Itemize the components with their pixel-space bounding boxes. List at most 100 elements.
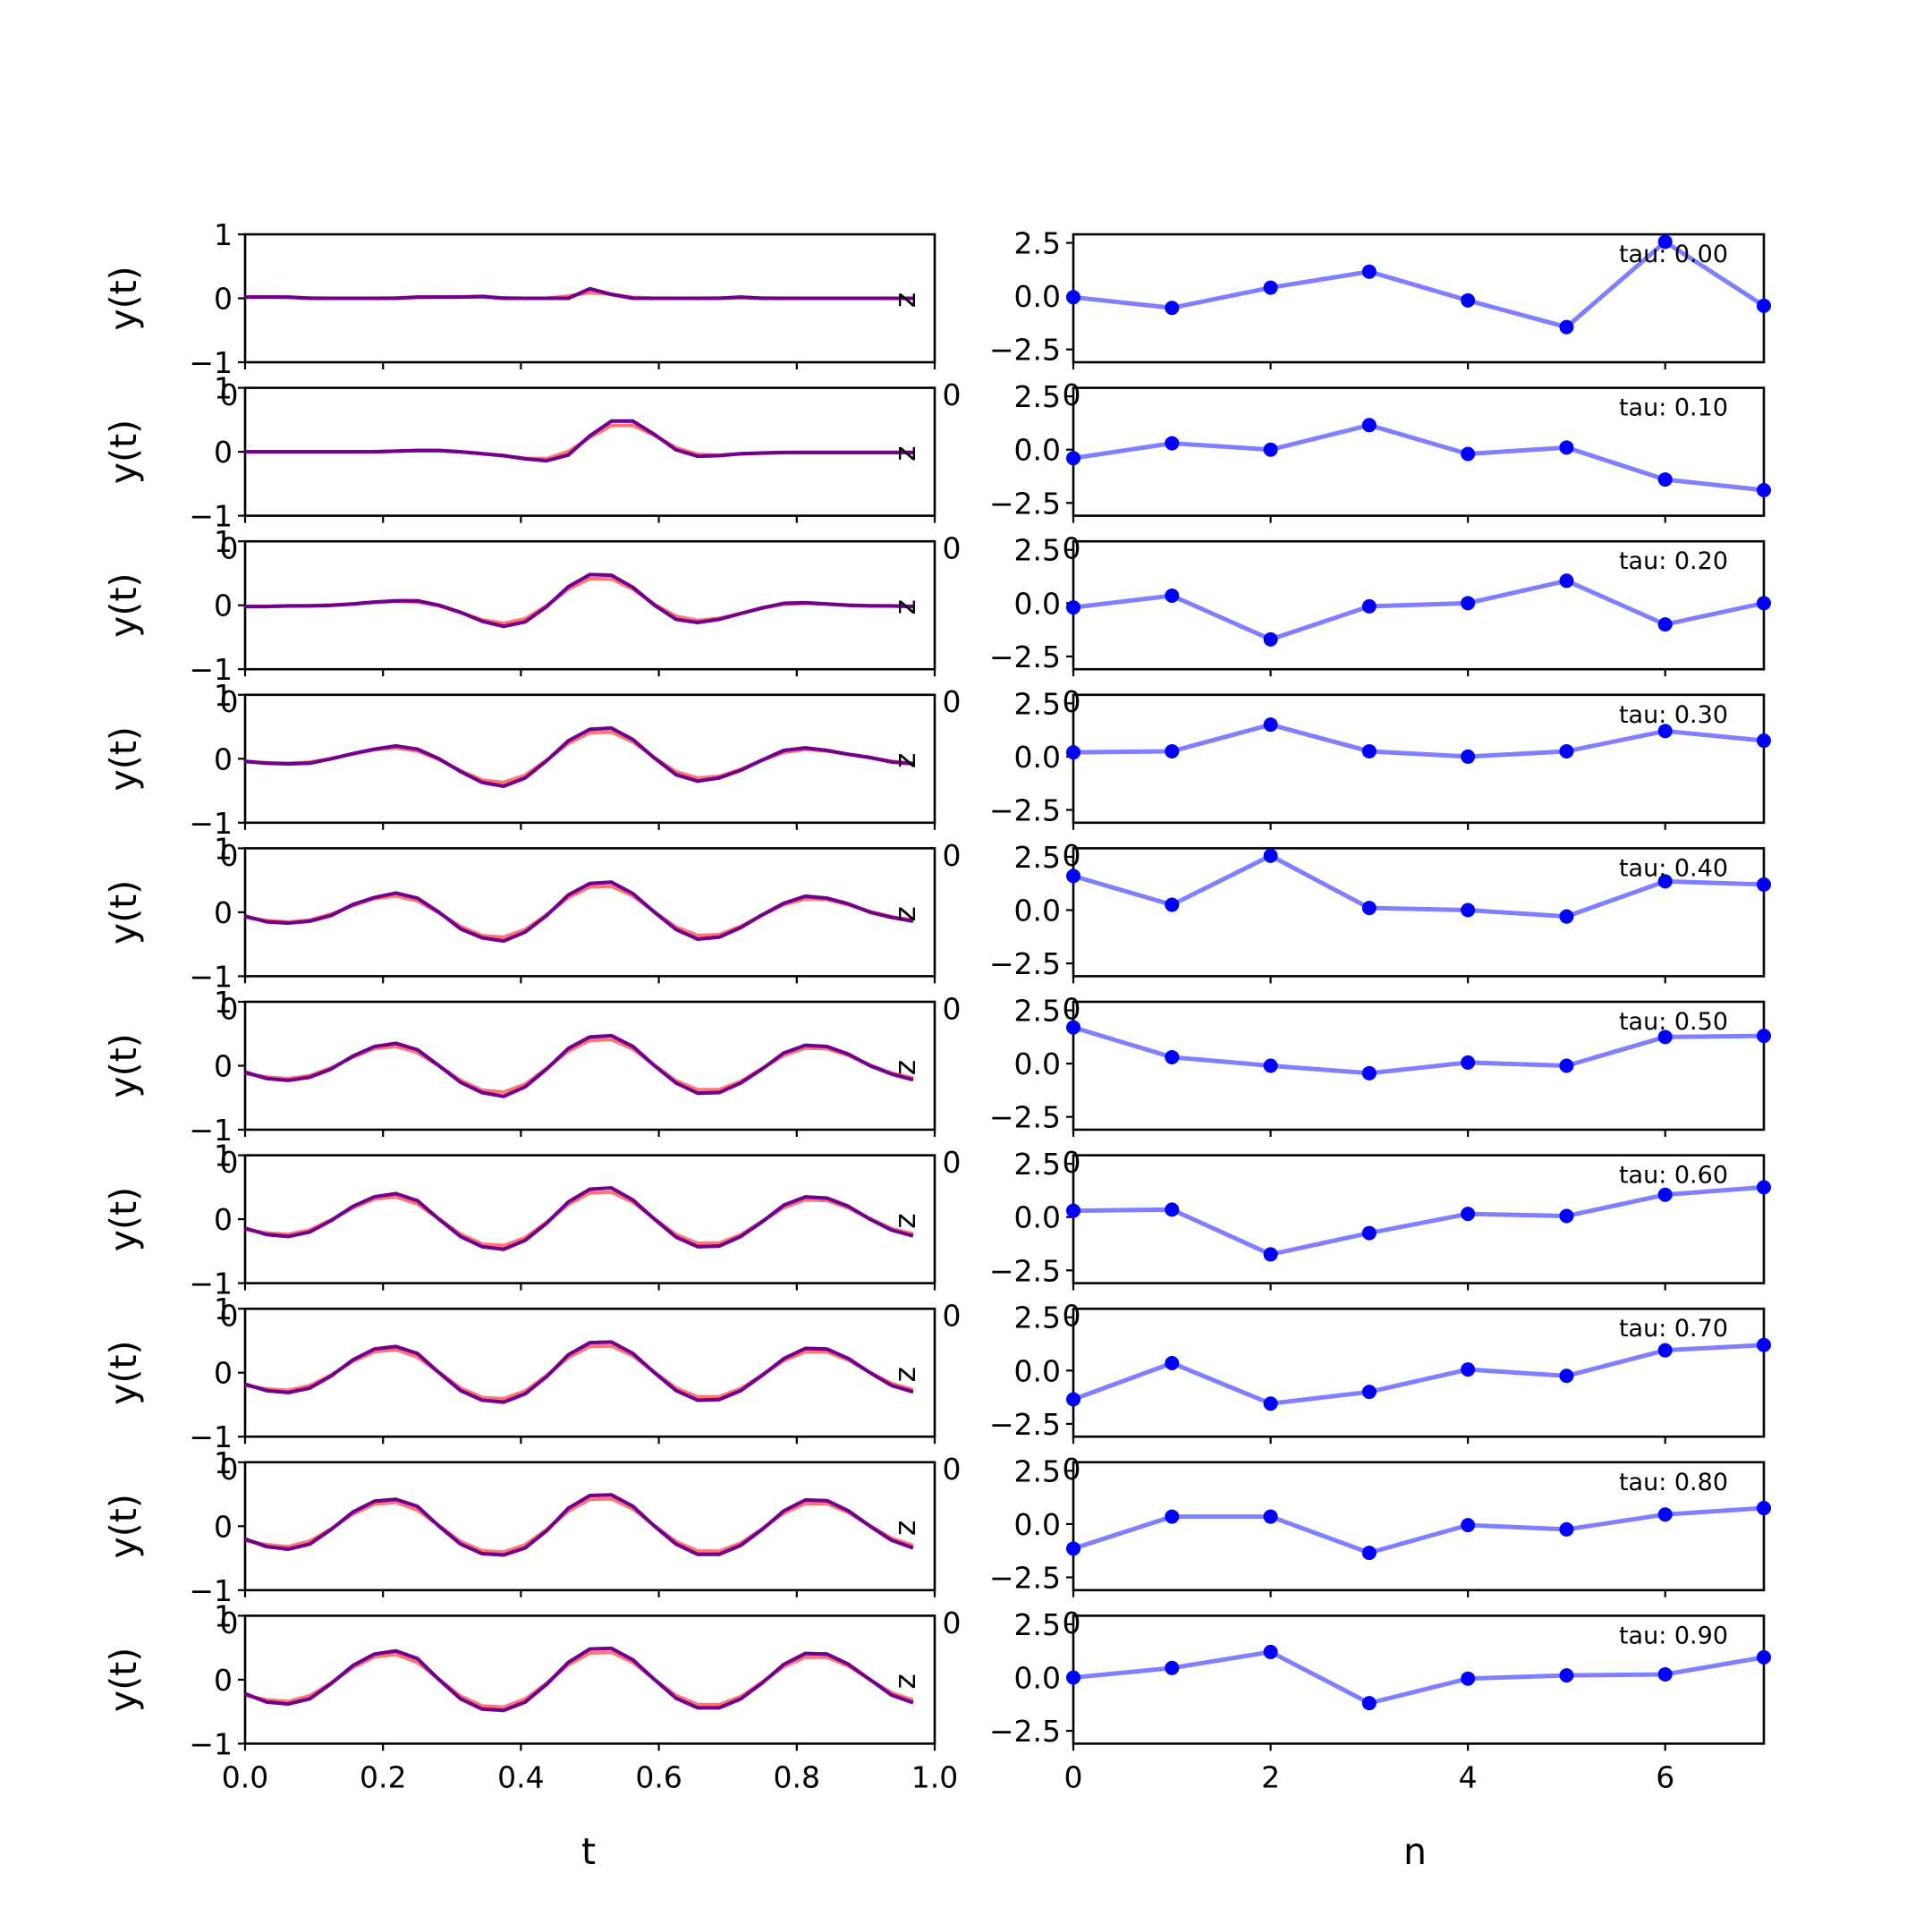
coefficient-point: [1361, 418, 1377, 433]
coefficient-point: [1361, 1696, 1377, 1711]
right-ytick-label: 0.0: [1014, 1507, 1061, 1542]
coefficient-point: [1066, 1392, 1080, 1407]
coefficient-point: [1165, 897, 1180, 912]
coefficient-point: [1461, 292, 1476, 308]
left-ytick-label: 0: [214, 1663, 233, 1698]
overlap-xtick-label: 0: [943, 377, 962, 412]
left-xtick-label: 0.4: [497, 1759, 544, 1794]
prediction-line: [244, 1340, 914, 1404]
coefficient-point: [1757, 733, 1771, 749]
right-ytick-label: 0.0: [1014, 1200, 1061, 1235]
right-xtick-label: 4: [1459, 1759, 1478, 1794]
coefficient-point: [1757, 1180, 1771, 1195]
left-ytick-label: −1: [189, 1113, 233, 1148]
right-ytick-label: −2.5: [989, 946, 1061, 981]
coefficient-point: [1657, 724, 1673, 739]
coefficient-point: [1559, 1668, 1574, 1683]
coefficient-line: [1072, 578, 1765, 642]
tau-annotation: tau: 0.10: [1619, 394, 1728, 422]
tau-annotation: tau: 0.60: [1619, 1162, 1728, 1190]
left-ylabel: y(t): [102, 1648, 145, 1712]
overlap-xtick-label: 0: [943, 1145, 962, 1180]
left-ylabel: y(t): [102, 573, 145, 638]
coefficient-point: [1757, 298, 1771, 313]
coefficient-point: [1559, 573, 1574, 589]
right-axes-frame: [1072, 1307, 1766, 1438]
overlap-xtick-label: 0: [943, 1452, 962, 1487]
right-ytick-label: 0.0: [1014, 1353, 1061, 1388]
coefficient-point: [1757, 1649, 1771, 1665]
overlay-line: [244, 880, 914, 944]
prediction-line: [244, 1493, 914, 1557]
right-ytick-label: 2.5: [1014, 686, 1061, 721]
stray-tick-label: z: [887, 1674, 922, 1689]
overlay-line: [244, 1646, 914, 1713]
left-ytick-label: −1: [189, 1267, 233, 1301]
overlay-line: [244, 725, 914, 789]
coefficient-point: [1559, 743, 1574, 758]
right-ytick-label: 0.0: [1014, 1046, 1061, 1081]
coefficient-point: [1757, 483, 1771, 497]
coefficient-point: [1066, 1670, 1080, 1685]
left-ytick-label: 0: [214, 1049, 233, 1084]
overlap-xtick-label: 0: [220, 838, 239, 873]
prediction-line: [244, 880, 914, 944]
coefficient-point: [1066, 869, 1080, 884]
overlap-xtick-label: 0: [1063, 531, 1081, 566]
coefficient-line: [1072, 1505, 1765, 1555]
coefficient-point: [1066, 1020, 1080, 1035]
coefficient-point: [1165, 1049, 1180, 1064]
coefficient-line: [1072, 853, 1765, 919]
left-ytick-label: −1: [189, 652, 233, 687]
right-axes-frame: [1072, 1461, 1766, 1592]
coefficient-point: [1263, 717, 1278, 733]
prediction-line: [245, 419, 913, 463]
coefficient-point: [1165, 301, 1180, 316]
left-ylabel: y(t): [102, 726, 145, 791]
left-ytick-label: 1: [214, 678, 233, 713]
coefficient-point: [1066, 290, 1080, 305]
left-ylabel: y(t): [102, 266, 145, 330]
left-ylabel: y(t): [102, 1187, 145, 1251]
overlap-xtick-label: 0: [943, 531, 962, 566]
coefficient-point: [1361, 901, 1377, 916]
stray-tick-label: z: [887, 1060, 922, 1075]
coefficient-point: [1657, 472, 1673, 487]
right-xtick-label: 6: [1656, 1759, 1674, 1794]
tau-annotation: tau: 0.30: [1619, 701, 1728, 729]
coefficient-point: [1361, 743, 1377, 758]
left-xtick-label: 1.0: [911, 1759, 958, 1794]
coefficient-point: [1461, 1518, 1476, 1533]
coefficient-point: [1559, 909, 1574, 924]
overlay-line: [244, 1493, 914, 1557]
left-ytick-label: 0: [214, 589, 233, 623]
right-ytick-label: −2.5: [989, 486, 1061, 521]
overlap-xtick-label: 0: [1063, 1452, 1081, 1487]
coefficient-point: [1657, 1187, 1673, 1202]
tau-annotation: tau: 0.40: [1619, 854, 1728, 882]
overlay-line: [245, 419, 913, 463]
overlap-xtick-label: 0: [943, 1606, 962, 1640]
left-xtick-label: 0.8: [774, 1759, 820, 1794]
left-xtick-label: 0.0: [222, 1759, 268, 1794]
coefficient-point: [1263, 442, 1278, 457]
left-ytick-label: 1: [214, 985, 233, 1020]
right-ytick-label: −2.5: [989, 1561, 1061, 1596]
tau-annotation: tau: 0.90: [1619, 1622, 1728, 1649]
prediction-line: [245, 572, 913, 629]
tau-annotation: tau: 0.20: [1619, 547, 1728, 575]
coefficient-point: [1461, 902, 1476, 918]
coefficient-point: [1757, 877, 1771, 892]
coefficient-point: [1066, 745, 1080, 760]
left-ytick-label: −1: [189, 1726, 233, 1761]
right-axes-frame: [1072, 1000, 1766, 1131]
left-ytick-label: −1: [189, 345, 233, 380]
coefficient-point: [1559, 1208, 1574, 1224]
coefficient-point: [1165, 1202, 1180, 1217]
